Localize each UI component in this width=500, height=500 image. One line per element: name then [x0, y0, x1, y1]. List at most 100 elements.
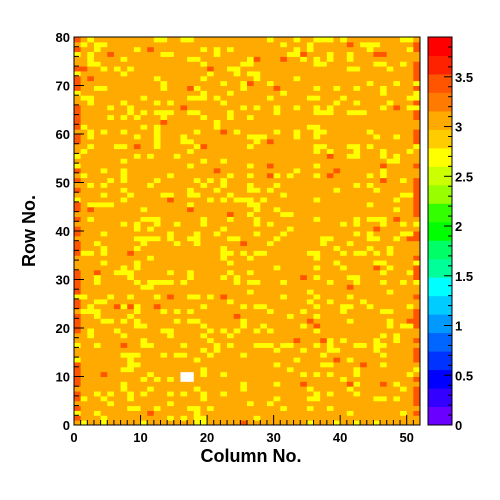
heatmap-cell [353, 187, 361, 193]
heatmap-cell [100, 201, 108, 208]
heatmap-cell [393, 240, 401, 247]
heatmap-cell [333, 318, 341, 324]
heatmap-cell [80, 177, 88, 183]
heatmap-cell [273, 415, 281, 421]
heatmap-cell [87, 357, 95, 363]
heatmap-cell [360, 100, 368, 106]
heatmap-cell [127, 245, 135, 251]
heatmap-cell [247, 371, 255, 377]
heatmap-cell [320, 361, 328, 368]
heatmap-cell [320, 143, 328, 150]
heatmap-cell [220, 211, 228, 217]
heatmap-cell [160, 235, 168, 242]
heatmap-cell [220, 182, 228, 188]
heatmap-cell [340, 46, 348, 53]
heatmap-cell [340, 85, 348, 91]
heatmap-cell [300, 114, 308, 120]
heatmap-cell [173, 284, 181, 290]
heatmap-cell [120, 318, 128, 324]
heatmap-cell [253, 328, 261, 334]
heatmap-cell [406, 109, 414, 116]
heatmap-cell [306, 308, 315, 314]
heatmap-cell [120, 172, 128, 179]
heatmap-cell [93, 90, 102, 96]
heatmap-cell [366, 221, 374, 227]
heatmap-cell [373, 46, 381, 53]
heatmap-cell [280, 235, 288, 242]
heatmap-cell [326, 75, 334, 82]
heatmap-cell [266, 294, 275, 300]
heatmap-cell [373, 114, 381, 120]
heatmap-cell [93, 376, 102, 382]
heatmap-cell [326, 61, 334, 67]
heatmap-cell [340, 66, 348, 72]
heatmap-cell [200, 153, 208, 159]
heatmap-cell [93, 172, 102, 179]
heatmap-cell [260, 361, 268, 368]
heatmap-cell [340, 298, 348, 305]
heatmap-cell [320, 376, 328, 382]
heatmap-cell [93, 240, 102, 247]
heatmap-cell [113, 201, 122, 208]
heatmap-cell [273, 138, 281, 145]
heatmap-cell [286, 250, 295, 256]
heatmap-cell [386, 124, 394, 130]
heatmap-cell [320, 352, 328, 358]
heatmap-cell [353, 182, 361, 188]
heatmap-cell [153, 138, 161, 145]
heatmap-cell [273, 395, 281, 402]
heatmap-cell [373, 284, 381, 290]
heatmap-cell [360, 148, 368, 154]
heatmap-cell [167, 66, 175, 72]
heatmap-cell [326, 104, 334, 111]
heatmap-cell [266, 80, 275, 86]
heatmap-cell [266, 269, 275, 276]
heatmap-cell [373, 70, 381, 77]
heatmap-cell [87, 182, 95, 188]
heatmap-cell [74, 138, 82, 145]
heatmap-cell [400, 197, 408, 203]
heatmap-cell [227, 75, 235, 82]
heatmap-cell [140, 294, 148, 300]
heatmap-cell [127, 61, 135, 67]
heatmap-cell [74, 216, 82, 222]
heatmap-cell [260, 269, 268, 276]
heatmap-cell [320, 415, 328, 421]
heatmap-cell [340, 240, 348, 247]
heatmap-cell [320, 400, 328, 407]
heatmap-cell [306, 158, 315, 164]
heatmap-cell [113, 109, 122, 116]
heatmap-cell [406, 328, 414, 334]
heatmap-cell [140, 318, 148, 324]
heatmap-cell [87, 56, 95, 62]
heatmap-cell [260, 415, 268, 421]
heatmap-cell [306, 66, 315, 72]
heatmap-cell [180, 235, 188, 242]
heatmap-cell [74, 114, 82, 120]
heatmap-cell [187, 158, 195, 164]
color-scale-swatch [428, 73, 452, 93]
heatmap-cell [386, 61, 394, 67]
heatmap-cell [346, 119, 354, 125]
heatmap-cell [340, 134, 348, 140]
heatmap-cell [127, 274, 135, 280]
heatmap-cell [266, 255, 275, 261]
heatmap-cell [393, 386, 401, 392]
heatmap-cell [133, 66, 142, 72]
heatmap-cell [247, 163, 255, 169]
heatmap-cell [280, 85, 288, 91]
heatmap-cell [227, 371, 235, 377]
heatmap-cell [286, 124, 295, 130]
heatmap-cell [393, 255, 401, 261]
heatmap-cell [353, 328, 361, 334]
heatmap-cell [326, 260, 334, 266]
heatmap-cell [373, 90, 381, 96]
heatmap-cell [400, 41, 408, 48]
heatmap-cell [107, 376, 115, 382]
heatmap-cell [227, 405, 235, 411]
heatmap-cell [273, 235, 281, 242]
heatmap-cell [187, 114, 195, 120]
heatmap-cell [326, 187, 334, 193]
heatmap-cell [173, 337, 181, 344]
